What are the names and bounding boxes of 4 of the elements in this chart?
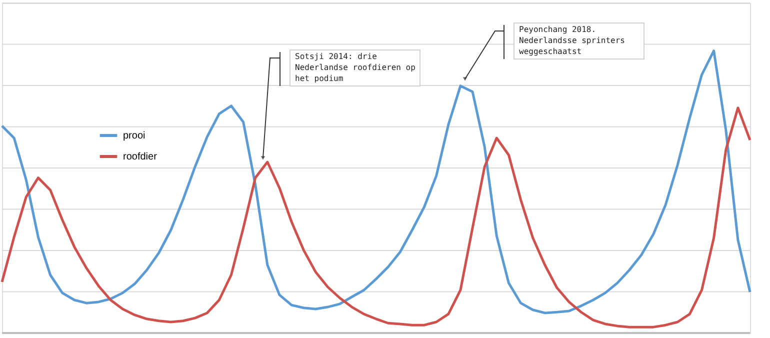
annotation: Peyonchang 2018. Nederlandsse sprinters weggeschaatst: [519, 25, 626, 56]
annotation: Sotsji 2014: drie Nederlandse roofdieren op het podium: [295, 52, 416, 83]
legend-label: prooi: [123, 130, 146, 142]
legend-label: roofdier: [123, 152, 158, 162]
